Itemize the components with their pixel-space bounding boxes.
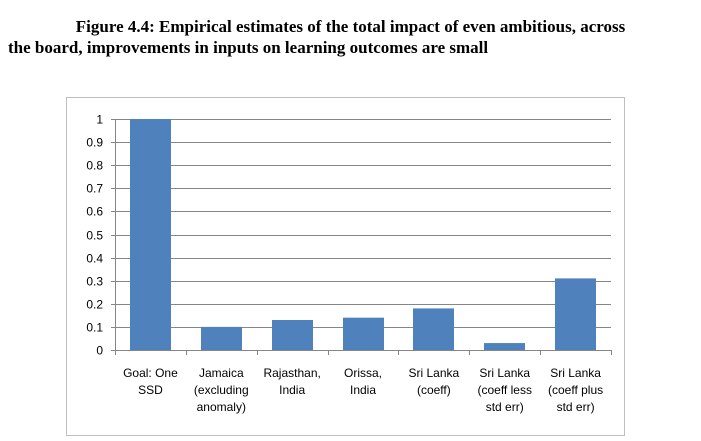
chart-area: 0 0.1 0.2 0.3 0.4 0.5 0.6 0.7 0.8 0.9 1 Goal: One SS… — [66, 97, 625, 436]
y-tick-label: 0.5 — [86, 229, 103, 243]
y-tick-label: 0 — [96, 344, 103, 358]
bar — [130, 119, 171, 350]
bar — [201, 326, 242, 350]
category-label: Jamaica — [199, 366, 244, 380]
y-tick-label: 0.3 — [86, 275, 103, 289]
bar — [555, 278, 596, 350]
y-tick-label: 0.8 — [86, 159, 103, 173]
bar — [343, 317, 384, 350]
y-tick-label: 0.4 — [86, 252, 103, 266]
category-label: std err) — [557, 400, 595, 414]
figure-title: Figure 4.4: Empirical estimates of the t… — [0, 16, 701, 58]
category-label: (coeff) — [417, 383, 451, 397]
y-tick-label: 0.7 — [86, 182, 103, 196]
figure-title-line-1: Figure 4.4: Empirical estimates of the t… — [75, 17, 626, 36]
bar — [484, 343, 525, 350]
category-label: Orissa, — [344, 366, 382, 380]
category-label: Sri Lanka — [409, 366, 460, 380]
category-label: India — [350, 383, 376, 397]
bar — [272, 319, 313, 350]
bar — [413, 308, 454, 350]
category-label: Sri Lanka — [479, 366, 530, 380]
category-label: std err) — [486, 400, 524, 414]
category-label: (coeff less — [477, 383, 531, 397]
bar-chart: 0 0.1 0.2 0.3 0.4 0.5 0.6 0.7 0.8 0.9 1 Goal: One SS… — [86, 113, 612, 414]
figure-title-line-2: the board, improvements in inputs on lea… — [8, 38, 489, 57]
y-tick-label: 1 — [96, 113, 103, 127]
y-tick-label: 0.2 — [86, 298, 103, 312]
category-label: Sri Lanka — [550, 366, 601, 380]
category-label: India — [279, 383, 305, 397]
category-label: Rajasthan, — [263, 366, 320, 380]
y-tick-label: 0.1 — [86, 321, 103, 335]
category-label: (excluding — [194, 383, 249, 397]
y-tick-label: 0.9 — [86, 136, 103, 150]
category-label: Goal: One — [123, 366, 178, 380]
y-tick-label: 0.6 — [86, 205, 103, 219]
category-label: (coeff plus — [548, 383, 603, 397]
category-label: SSD — [138, 383, 163, 397]
category-label: anomaly) — [197, 400, 246, 414]
